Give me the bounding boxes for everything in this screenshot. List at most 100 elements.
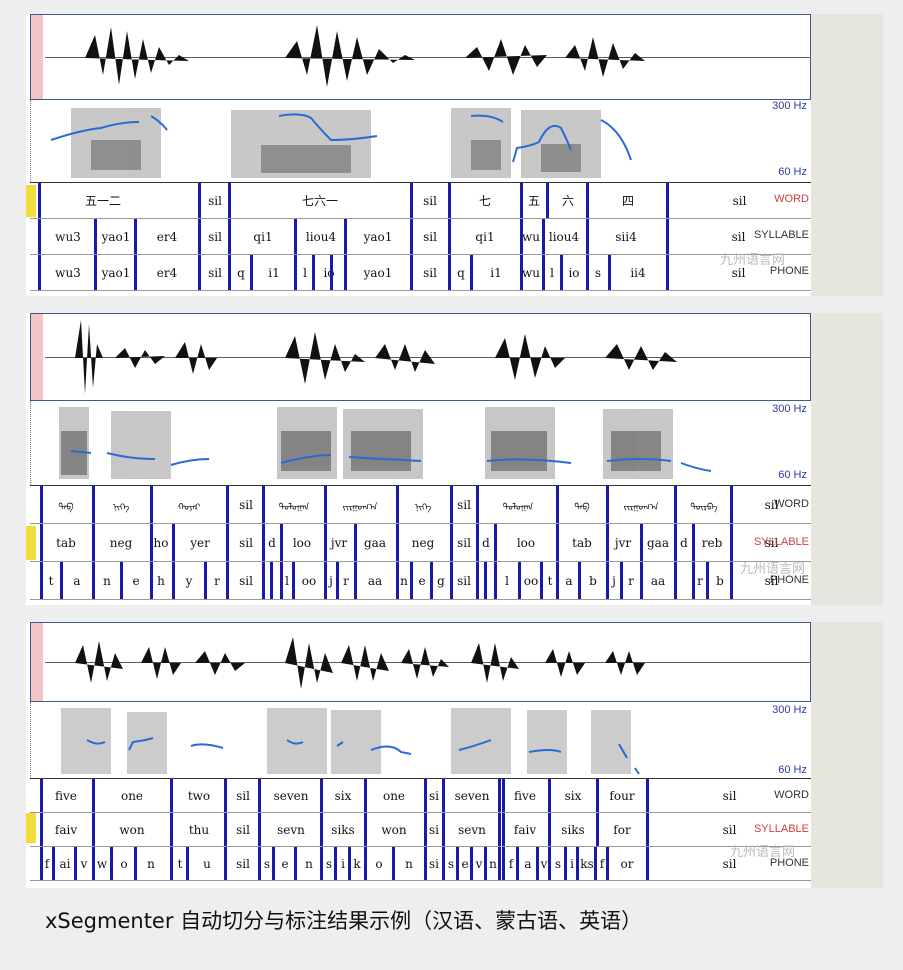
tier-segment[interactable]: gaa xyxy=(647,535,669,550)
selection-marker[interactable] xyxy=(31,15,43,99)
tier-segment[interactable]: r xyxy=(628,573,634,588)
tier-segment[interactable]: v xyxy=(475,856,483,871)
tier-segment[interactable]: n xyxy=(405,856,413,871)
tier-segment[interactable]: sil xyxy=(236,822,250,837)
tier-segment[interactable]: d xyxy=(482,535,490,550)
tier-segment[interactable]: jvr xyxy=(330,535,348,550)
tier-segment[interactable]: n xyxy=(147,856,155,871)
tier-segment[interactable]: wu xyxy=(522,229,540,244)
tier-segment[interactable]: tab xyxy=(56,535,76,550)
tier-segment[interactable]: a xyxy=(565,573,573,588)
tier-segment[interactable]: seven xyxy=(273,788,309,803)
tier-segment[interactable]: f xyxy=(44,856,50,871)
tier-segment[interactable]: sii4 xyxy=(615,229,637,244)
tier-segment[interactable]: a xyxy=(524,856,532,871)
tier-segment[interactable]: ks xyxy=(580,856,594,871)
tier-segment[interactable]: ho xyxy=(153,535,169,550)
tier-segment[interactable]: sil xyxy=(731,229,746,244)
tier-segment[interactable]: ai xyxy=(59,856,71,871)
tier-segment[interactable]: qi1 xyxy=(475,229,495,244)
tier-segment[interactable]: siks xyxy=(561,822,585,837)
tier-segment[interactable]: qi1 xyxy=(253,229,273,244)
tier-segment[interactable]: six xyxy=(564,788,582,803)
tier-segment[interactable]: t xyxy=(48,573,54,588)
tier-segment[interactable]: sil xyxy=(722,822,737,837)
tier-segment[interactable]: wu3 xyxy=(55,229,81,244)
tier-segment[interactable]: ᠲᠠᠪ xyxy=(58,502,74,513)
tier-segment[interactable]: sil xyxy=(236,788,250,803)
tier-segment[interactable]: er4 xyxy=(156,265,178,280)
tier-segment[interactable]: 七六一 xyxy=(301,194,338,208)
tier-segment[interactable]: won xyxy=(381,822,407,837)
tier-segment[interactable]: ᠲᠠᠪ xyxy=(574,502,590,513)
tier-segment[interactable]: q xyxy=(237,265,245,280)
tier-segment[interactable]: a xyxy=(73,573,81,588)
tier-segment[interactable]: y xyxy=(185,573,193,588)
tier-segment[interactable]: sil xyxy=(722,856,737,871)
tier-segment[interactable]: t xyxy=(547,573,553,588)
tier-segment[interactable]: sil xyxy=(732,193,747,208)
tier-segment[interactable]: liou4 xyxy=(305,229,337,244)
tier-segment[interactable]: s xyxy=(325,856,333,871)
tier-segment[interactable]: b xyxy=(716,573,724,588)
tier-segment[interactable]: v xyxy=(80,856,88,871)
tier-segment[interactable]: or xyxy=(620,856,634,871)
tier-segment[interactable]: e xyxy=(418,573,426,588)
tier-segment[interactable]: l xyxy=(505,573,509,588)
tier-segment[interactable]: l xyxy=(550,265,554,280)
tier-segment[interactable]: n xyxy=(305,856,313,871)
tier-segment[interactable]: ᠳᠣᠯᠣᠭᠠᠨ xyxy=(502,502,534,513)
tier-segment[interactable]: n xyxy=(489,856,497,871)
tier-segment[interactable]: e xyxy=(132,573,140,588)
tier-segment[interactable]: faiv xyxy=(513,822,537,837)
tier-segment[interactable]: r xyxy=(214,573,220,588)
tier-segment[interactable]: sil xyxy=(239,497,253,512)
tier-segment[interactable]: r xyxy=(343,573,349,588)
tier-segment[interactable]: five xyxy=(514,788,536,803)
tier-segment[interactable]: o xyxy=(120,856,128,871)
tier-segment[interactable]: g xyxy=(437,573,445,588)
tier-segment[interactable]: ii4 xyxy=(630,265,646,280)
tier-segment[interactable]: d xyxy=(268,535,276,550)
tier-segment[interactable]: four xyxy=(609,788,635,803)
tier-segment[interactable]: wu3 xyxy=(55,265,81,280)
tier-segment[interactable]: r xyxy=(697,573,703,588)
tier-segment[interactable]: 四 xyxy=(621,194,634,208)
tier-segment[interactable]: si xyxy=(429,856,439,871)
tier-segment[interactable]: u xyxy=(203,856,211,871)
tier-segment[interactable]: v xyxy=(540,856,548,871)
tier-segment[interactable]: yer xyxy=(190,535,210,550)
tier-segment[interactable]: sil xyxy=(239,535,253,550)
tier-segment[interactable]: one xyxy=(120,788,144,803)
tier-segment[interactable]: sil xyxy=(208,193,222,208)
tier-segment[interactable]: sil xyxy=(764,497,779,512)
tier-segment[interactable]: 五 xyxy=(527,194,540,208)
tier-segment[interactable]: sil xyxy=(208,229,222,244)
tier-segment[interactable]: n xyxy=(400,573,408,588)
tier-segment[interactable]: yao1 xyxy=(101,229,131,244)
tier-segment[interactable]: for xyxy=(613,822,631,837)
tier-segment[interactable]: neg xyxy=(109,535,133,550)
tier-segment[interactable]: k xyxy=(353,856,361,871)
tier-segment[interactable]: si xyxy=(429,822,439,837)
tier-segment[interactable]: io xyxy=(323,265,335,280)
tier-segment[interactable]: faiv xyxy=(54,822,78,837)
tier-segment[interactable]: neg xyxy=(411,535,435,550)
tier-segment[interactable]: ᠳᠥᠷᠪᠡ xyxy=(690,502,718,513)
tier-segment[interactable]: e xyxy=(281,856,289,871)
tier-segment[interactable]: seven xyxy=(454,788,490,803)
tier-segment[interactable]: sil xyxy=(236,856,250,871)
tier-segment[interactable]: one xyxy=(382,788,406,803)
tier-segment[interactable]: thu xyxy=(188,822,210,837)
tier-segment[interactable]: sil xyxy=(423,229,437,244)
tier-segment[interactable]: n xyxy=(103,573,111,588)
tier-segment[interactable]: liou4 xyxy=(548,229,580,244)
tier-segment[interactable]: s xyxy=(263,856,271,871)
tier-segment[interactable]: yao1 xyxy=(363,229,393,244)
tier-segment[interactable]: s xyxy=(554,856,562,871)
tier-segment[interactable]: two xyxy=(187,788,211,803)
tier-segment[interactable]: o xyxy=(375,856,383,871)
tier-segment[interactable]: s xyxy=(447,856,455,871)
tier-segment[interactable]: oo xyxy=(523,573,539,588)
tier-segment[interactable]: i xyxy=(570,856,574,871)
